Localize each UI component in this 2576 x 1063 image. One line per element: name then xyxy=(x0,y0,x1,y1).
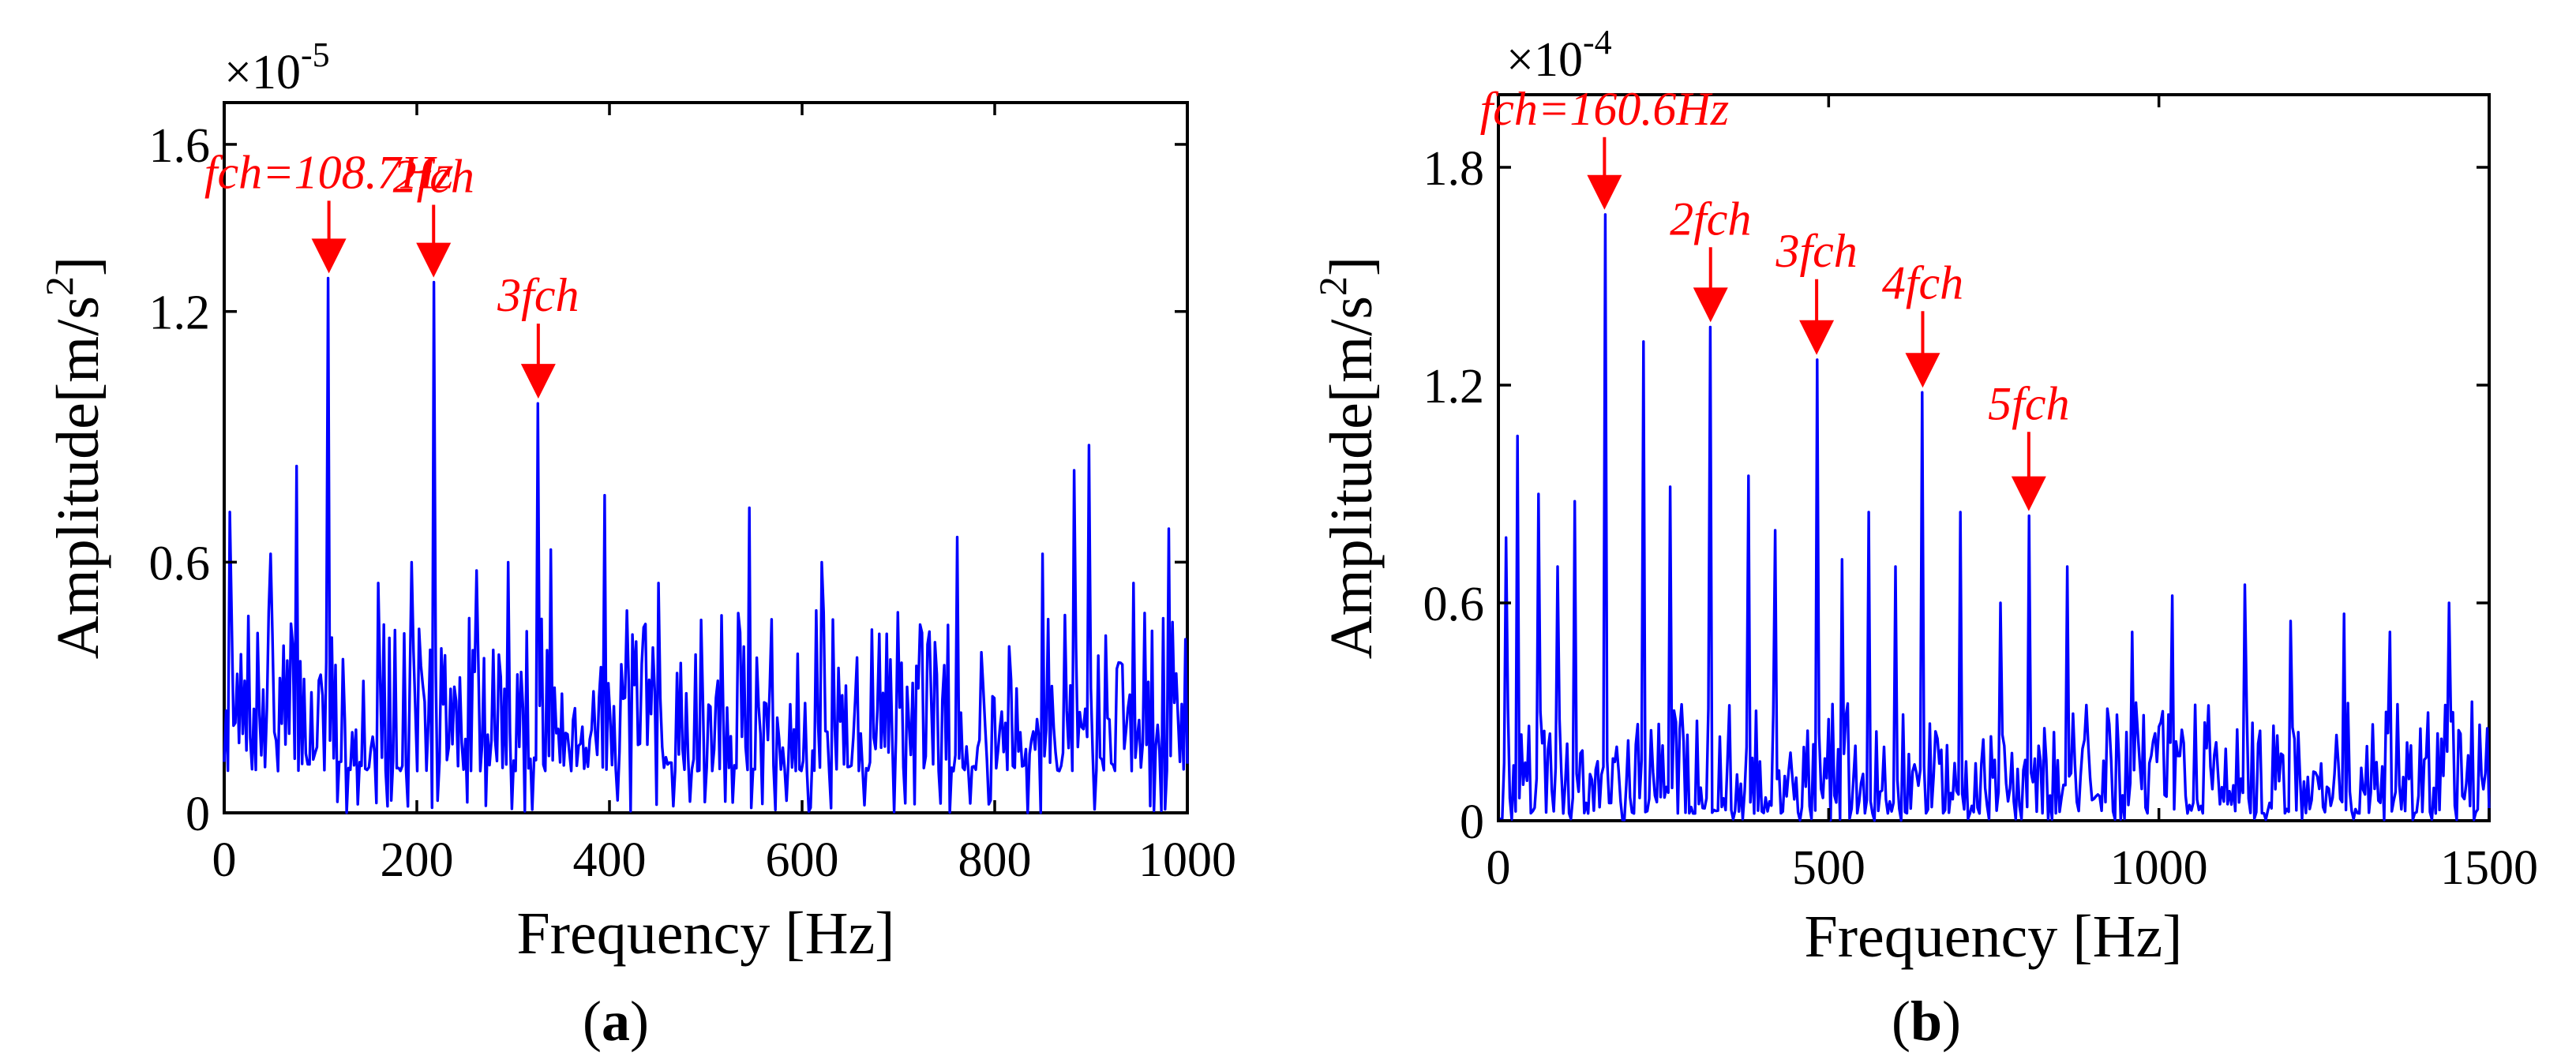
panel-a-scale-label: ×10 xyxy=(224,46,301,99)
panel-b-harmonic-arrow-head xyxy=(2011,476,2046,511)
panel-b-series-group xyxy=(1498,213,2491,822)
panel-a-ytick-label: 0.6 xyxy=(149,537,211,590)
panel-b-scale-factor: ×10-4 xyxy=(1506,23,1612,87)
panel-b-y-axis-label: Amplitude[m/s2] xyxy=(1310,256,1385,660)
panel-a-harmonic-arrow-head xyxy=(520,364,556,399)
panel-a-y-axis-label: Amplitude[m/s2] xyxy=(37,256,111,660)
panel-a-harmonic-label: fch=108.7Hz xyxy=(204,146,453,198)
panel-b-ytick-label: 1.8 xyxy=(1423,142,1485,196)
panel-a-ylabel-end: ] xyxy=(45,256,111,276)
panel-b-harmonic-label: 2fch xyxy=(1670,193,1751,245)
panel-b-ytick-label: 0.6 xyxy=(1423,578,1485,631)
panel-b-harmonic-arrow-head xyxy=(1799,320,1835,355)
panel-a-plot-frame xyxy=(223,101,1189,814)
panel-b-ytick-label: 0 xyxy=(1460,795,1484,849)
panel-a-caption-close: ) xyxy=(630,990,649,1053)
panel-a: 0 200 400 600 800 1000 0 0.6 1.2 1.6 fch=108.7Hz… xyxy=(37,36,1236,1053)
panel-a-harmonic-label: 3fch xyxy=(497,269,579,321)
panel-a-caption-open: ( xyxy=(583,990,602,1053)
panel-a-ytick-label: 1.2 xyxy=(149,286,211,340)
panel-a-ylabel-main: Amplitude[m/s xyxy=(45,296,111,659)
panel-a-ytick-label: 0 xyxy=(186,788,210,841)
panel-a-harmonic-arrow-head xyxy=(311,238,347,274)
panel-b-harmonic-arrow-head xyxy=(1905,353,1940,388)
panel-b-xticks-group: 0 500 1000 1500 xyxy=(1487,95,2538,895)
panel-b-xtick-label: 0 xyxy=(1487,841,1511,895)
panel-b-ylabel-sup: 2 xyxy=(1310,276,1355,296)
panel-b-xtick-label: 500 xyxy=(1792,841,1865,895)
panel-b-spectrum-line xyxy=(1498,213,2491,822)
panel-a-scale-exponent: -5 xyxy=(301,36,330,74)
panel-b-harmonic-label: 4fch xyxy=(1882,256,1963,309)
panel-b-xtick-label: 1500 xyxy=(2440,841,2538,895)
panel-b-plot-frame xyxy=(1497,93,2491,822)
panel-a-spectrum-line xyxy=(223,276,1189,814)
panel-b-harmonic-arrow-head xyxy=(1693,287,1728,323)
panel-a-xtick-label: 0 xyxy=(212,833,237,887)
panel-b-harmonic-arrow-head xyxy=(1587,174,1622,210)
panel-a-caption: (a) xyxy=(583,990,649,1053)
panel-b-caption: (b) xyxy=(1892,990,1961,1053)
panel-b-x-axis-label: Frequency [Hz] xyxy=(1804,904,2182,970)
panel-b-yticks-group: 0 0.6 1.2 1.8 xyxy=(1423,142,2489,849)
panel-a-x-axis-label: Frequency [Hz] xyxy=(516,900,894,967)
panel-a-ytick-label: 1.6 xyxy=(149,119,211,173)
panel-a-caption-letter: a xyxy=(602,990,630,1053)
panel-b-harmonic-label: 3fch xyxy=(1775,225,1857,277)
panel-b-ytick-label: 1.2 xyxy=(1423,360,1485,414)
panel-b-ylabel-main: Amplitude[m/s xyxy=(1318,296,1385,659)
panel-a-ylabel-sup: 2 xyxy=(37,276,81,296)
panel-b-harmonic-label: fch=160.6Hz xyxy=(1480,83,1729,135)
panel-a-xtick-label: 400 xyxy=(573,833,647,887)
panel-b-caption-close: ) xyxy=(1942,990,1961,1053)
panel-b-annotations-group: fch=160.6Hz 2fch 3fch 4fch 5fch xyxy=(1480,83,2069,511)
panel-b-ylabel-end: ] xyxy=(1318,256,1385,276)
panel-a-harmonic-label: 2fch xyxy=(393,151,474,203)
panel-b-harmonic-label: 5fch xyxy=(1988,377,2069,429)
panel-b-xtick-label: 1000 xyxy=(2110,841,2208,895)
panel-b-caption-open: ( xyxy=(1892,990,1910,1053)
panel-a-xtick-label: 800 xyxy=(958,833,1032,887)
panel-a-yticks-group: 0 0.6 1.2 1.6 xyxy=(149,119,1187,841)
panel-a-xtick-label: 200 xyxy=(381,833,454,887)
panel-a-xticks-group: 0 200 400 600 800 1000 xyxy=(212,103,1236,887)
panel-b-scale-label: ×10 xyxy=(1506,33,1583,87)
panel-a-scale-factor: ×10-5 xyxy=(224,36,330,99)
panel-b: 0 500 1000 1500 0 0.6 1.2 1.8 fch=160.6Hz 2fch 3… xyxy=(1310,23,2538,1053)
panel-a-series-group xyxy=(223,276,1189,814)
panel-a-harmonic-arrow-head xyxy=(416,242,452,278)
panel-b-scale-exponent: -4 xyxy=(1583,23,1612,62)
panel-b-caption-letter: b xyxy=(1910,990,1942,1053)
panel-a-xtick-label: 1000 xyxy=(1138,833,1236,887)
panel-a-xtick-label: 600 xyxy=(766,833,839,887)
